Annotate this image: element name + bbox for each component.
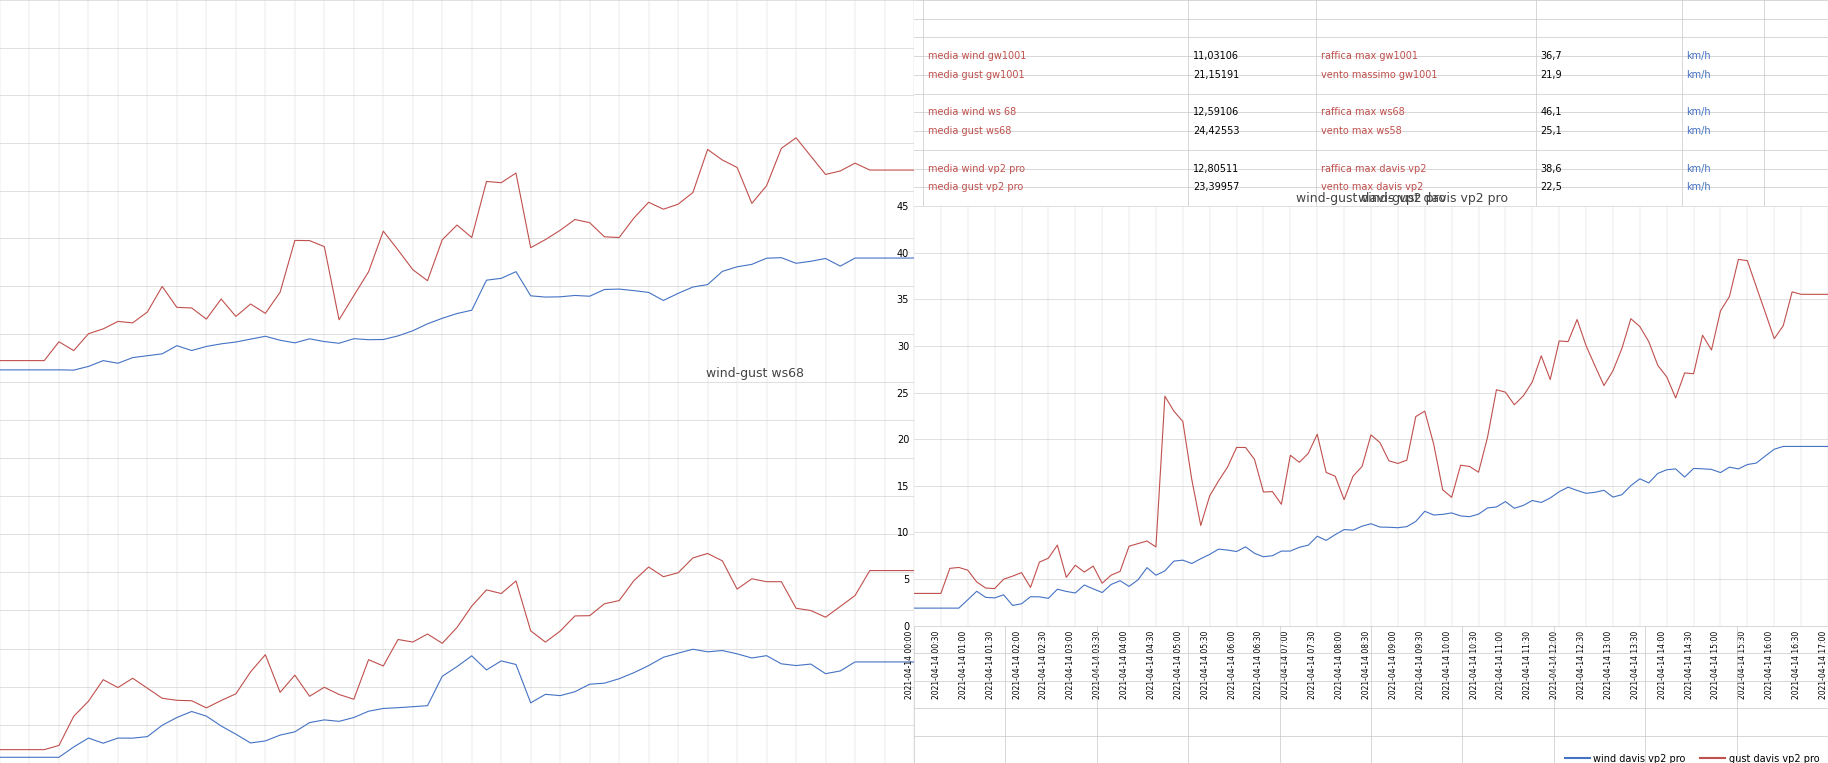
Text: km/h: km/h bbox=[1685, 182, 1711, 192]
Text: km/h: km/h bbox=[1685, 163, 1711, 173]
Text: km/h: km/h bbox=[1685, 70, 1711, 80]
Text: media wind ws 68: media wind ws 68 bbox=[927, 108, 1016, 118]
Text: 21,9: 21,9 bbox=[1539, 70, 1561, 80]
Text: media wind vp2 pro: media wind vp2 pro bbox=[927, 163, 1026, 173]
Text: 46,1: 46,1 bbox=[1539, 108, 1561, 118]
Text: media wind gw1001: media wind gw1001 bbox=[927, 51, 1026, 61]
Text: vento massimo gw1001: vento massimo gw1001 bbox=[1320, 70, 1437, 80]
Text: vento max ws58: vento max ws58 bbox=[1320, 126, 1402, 136]
Text: media gust gw1001: media gust gw1001 bbox=[927, 70, 1024, 80]
Text: wind-gust davis vp2 pro: wind-gust davis vp2 pro bbox=[1358, 192, 1508, 204]
Text: 22,5: 22,5 bbox=[1539, 182, 1561, 192]
Text: 24,42553: 24,42553 bbox=[1192, 126, 1239, 136]
Text: wind-gust ws68: wind-gust ws68 bbox=[706, 367, 804, 380]
Text: 12,80511: 12,80511 bbox=[1192, 163, 1239, 173]
Text: vento max davis vp2: vento max davis vp2 bbox=[1320, 182, 1424, 192]
Legend: wind gw1001, gust gw1001: wind gw1001, gust gw1001 bbox=[702, 492, 909, 510]
Text: 36,7: 36,7 bbox=[1539, 51, 1561, 61]
Text: 23,39957: 23,39957 bbox=[1192, 182, 1239, 192]
Text: raffica max gw1001: raffica max gw1001 bbox=[1320, 51, 1419, 61]
Legend: wind davis vp2 pro, gust davis vp2 pro: wind davis vp2 pro, gust davis vp2 pro bbox=[1561, 750, 1823, 763]
Text: raffica max ws68: raffica max ws68 bbox=[1320, 108, 1404, 118]
Text: km/h: km/h bbox=[1685, 126, 1711, 136]
Text: km/h: km/h bbox=[1685, 108, 1711, 118]
Text: raffica max davis vp2: raffica max davis vp2 bbox=[1320, 163, 1426, 173]
Text: km/h: km/h bbox=[1685, 51, 1711, 61]
Text: media gust vp2 pro: media gust vp2 pro bbox=[927, 182, 1024, 192]
Text: 12,59106: 12,59106 bbox=[1192, 108, 1239, 118]
Text: 11,03106: 11,03106 bbox=[1192, 51, 1239, 61]
Title: wind-gust davis vp2 pro: wind-gust davis vp2 pro bbox=[1296, 192, 1446, 204]
Text: 21,15191: 21,15191 bbox=[1192, 70, 1239, 80]
Text: media gust ws68: media gust ws68 bbox=[927, 126, 1011, 136]
Text: 25,1: 25,1 bbox=[1539, 126, 1561, 136]
Text: 38,6: 38,6 bbox=[1539, 163, 1561, 173]
